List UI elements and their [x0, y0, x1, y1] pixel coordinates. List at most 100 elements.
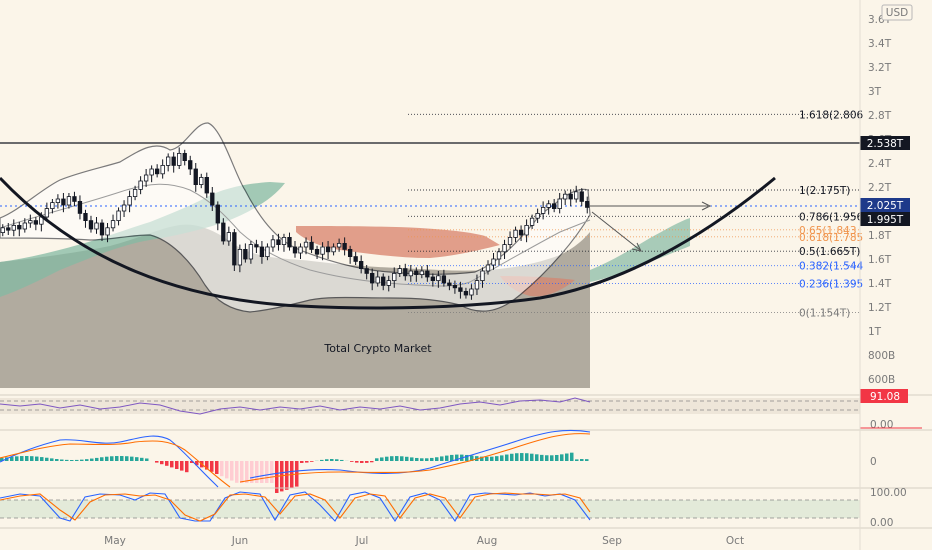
- macd-bar: [45, 457, 49, 461]
- candle: [447, 282, 452, 286]
- price-tag-label: 1.995T: [867, 214, 904, 226]
- price-tag-label: 2.025T: [867, 200, 904, 212]
- macd-bar: [525, 453, 529, 461]
- macd-bar: [350, 461, 354, 462]
- candle: [491, 258, 496, 266]
- fib-level-label: 1(2.175T): [799, 185, 850, 197]
- candle: [540, 206, 546, 214]
- macd-bar: [325, 459, 329, 461]
- fibonacci-labels: 1.618(2.806 1(2.175T) 0.786(1.956 0.65(1.84…: [799, 109, 864, 319]
- macd-bar: [510, 453, 514, 461]
- macd-bar: [450, 454, 454, 461]
- candle: [33, 220, 39, 225]
- candle: [6, 227, 11, 231]
- macd-bar: [545, 455, 549, 461]
- candle: [568, 193, 573, 200]
- macd-bar: [530, 453, 534, 461]
- macd-bar: [535, 454, 539, 461]
- candle: [94, 222, 99, 230]
- candle: [132, 188, 138, 197]
- candle: [557, 198, 562, 209]
- time-axis-label: Sep: [602, 535, 622, 547]
- fib-level-label: 0.236(1.395: [799, 279, 863, 291]
- fib-level-label: 0.5(1.665T): [799, 246, 860, 258]
- macd-bar: [225, 461, 229, 479]
- candle: [474, 280, 480, 290]
- macd-bar: [575, 459, 579, 461]
- price-tag: [860, 198, 910, 212]
- macd-bar: [425, 458, 429, 461]
- macd-bar: [255, 461, 259, 483]
- price-axis-label: 2.2T: [868, 182, 892, 194]
- macd-bar: [175, 461, 179, 469]
- candle: [436, 275, 441, 281]
- macd-bar: [260, 461, 264, 483]
- fibonacci-levels: [408, 113, 860, 313]
- macd-bar: [505, 454, 509, 461]
- price-axis-label: 1T: [868, 326, 882, 338]
- macd-bar: [230, 461, 234, 481]
- candle: [88, 220, 94, 230]
- signal-line-2: [239, 433, 591, 483]
- macd-bar: [50, 458, 54, 461]
- macd-bar: [250, 461, 254, 483]
- currency-badge[interactable]: [881, 4, 913, 21]
- macd-bar: [365, 461, 369, 463]
- candle: [215, 204, 220, 224]
- macd-bar: [395, 456, 399, 461]
- candle: [403, 268, 408, 277]
- cloud-red: [296, 226, 500, 258]
- candle: [408, 270, 413, 277]
- macd-bar: [560, 454, 564, 461]
- candle: [154, 168, 160, 175]
- macd-bar: [55, 459, 59, 461]
- macd-bar: [25, 456, 29, 461]
- stoch-band: [0, 500, 860, 518]
- candle: [121, 204, 127, 212]
- candle: [259, 246, 265, 258]
- macd-bar: [550, 455, 554, 461]
- candle: [518, 229, 524, 236]
- candle: [392, 272, 397, 281]
- candle: [309, 241, 314, 250]
- candle: [496, 251, 502, 260]
- candle: [381, 276, 386, 286]
- macd-bar: [435, 457, 439, 461]
- macd-bar: [440, 456, 444, 461]
- price-axis-label: 1.4T: [868, 278, 892, 290]
- price-axis-label: 3.4T: [868, 38, 892, 50]
- macd-bar: [540, 454, 544, 461]
- candle: [458, 287, 463, 292]
- macd-bar: [385, 456, 389, 461]
- candle: [28, 220, 33, 224]
- macd-bar: [210, 461, 214, 472]
- price-axis-label: 1.6T: [868, 254, 892, 266]
- rsi-line: [0, 397, 591, 415]
- candle: [248, 244, 254, 260]
- macd-bar: [155, 461, 159, 463]
- macd-bar: [270, 461, 274, 483]
- macd-bar: [405, 456, 409, 461]
- macd-bar: [0, 458, 4, 461]
- fib-level-label: 0(1.154T): [799, 308, 850, 320]
- stoch-lower-label: 0.00: [870, 517, 893, 529]
- candle: [22, 222, 27, 230]
- candle: [171, 156, 176, 166]
- macd-bar: [140, 457, 144, 461]
- candle: [270, 239, 276, 248]
- candle: [529, 217, 535, 226]
- macd-bar: [310, 461, 314, 462]
- time-axis-label: Oct: [726, 535, 744, 547]
- fib-level-label: 1.618(2.806: [799, 109, 864, 121]
- projection-arrows: [590, 201, 712, 252]
- candle: [276, 239, 281, 246]
- macd-bar: [100, 457, 104, 461]
- macd-bar: [330, 459, 334, 461]
- fib-level-label: 0.786(1.956: [799, 211, 864, 223]
- macd-bar: [585, 459, 589, 461]
- candle: [237, 248, 243, 266]
- cup-curve[interactable]: [0, 176, 776, 310]
- candle: [364, 268, 369, 274]
- macd-bar: [90, 458, 94, 461]
